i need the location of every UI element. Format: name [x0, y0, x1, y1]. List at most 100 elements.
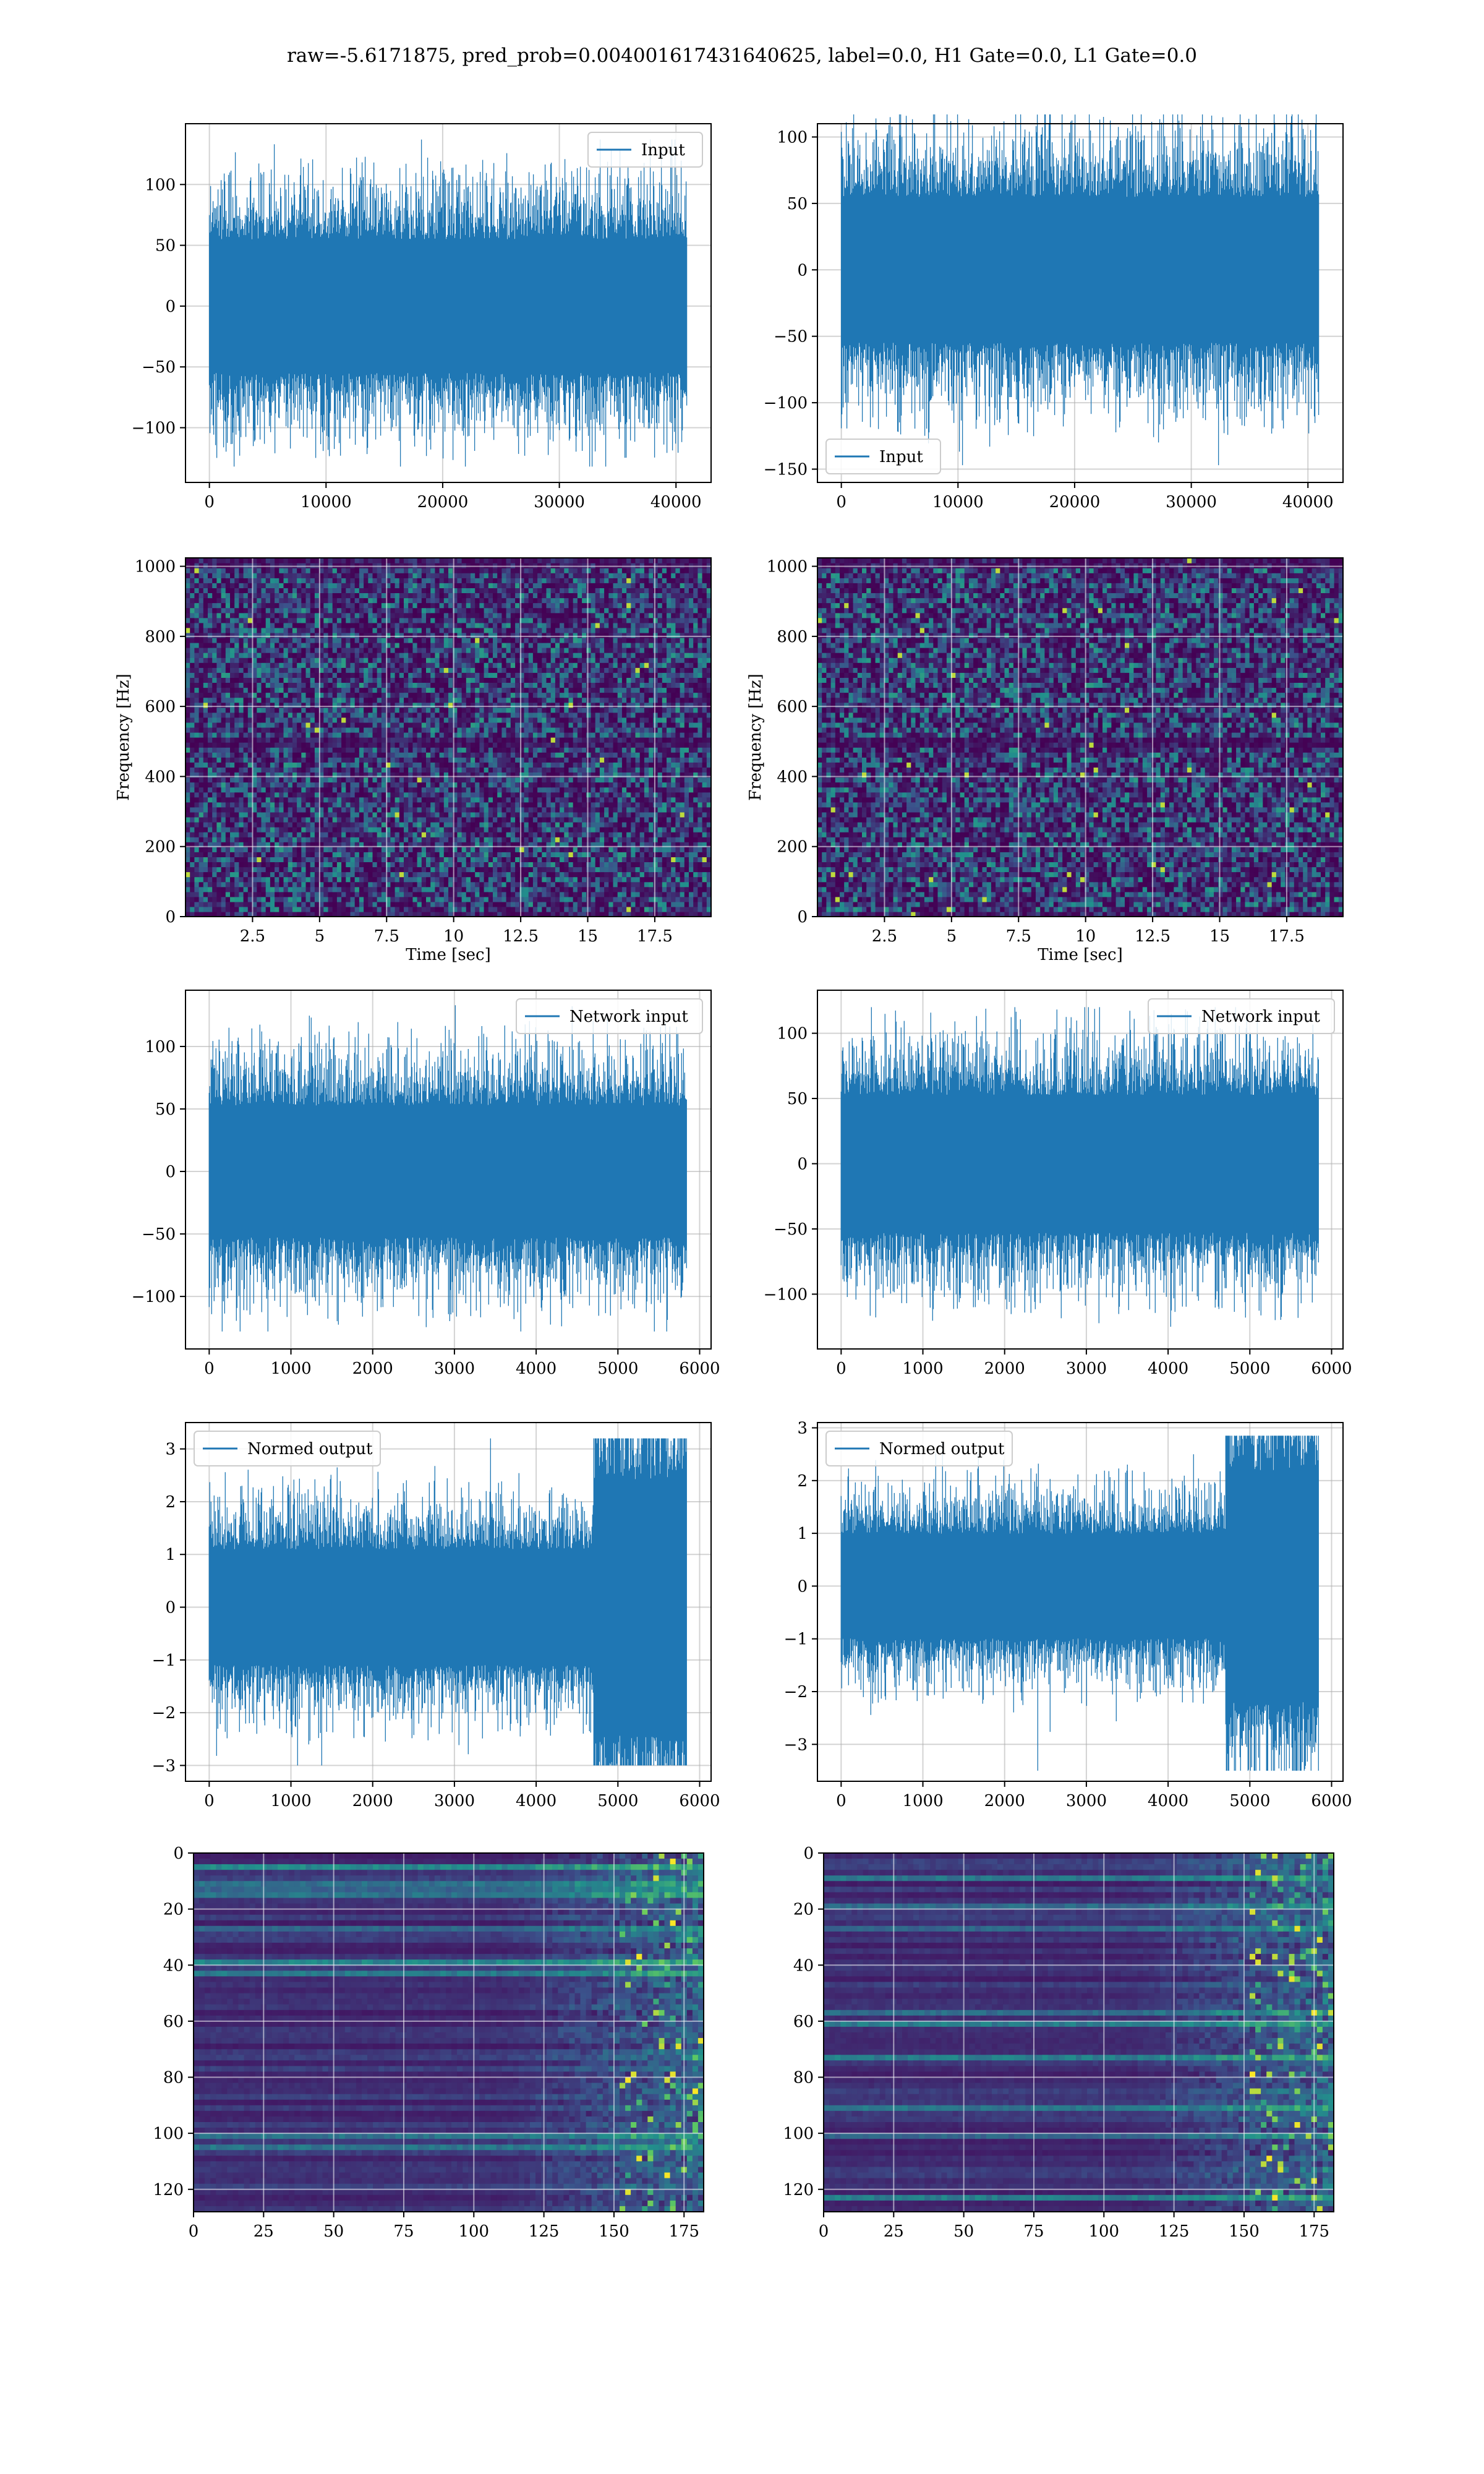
y-tick-label: 1 — [797, 1525, 808, 1543]
legend-box — [825, 1431, 1013, 1466]
x-tick-label: 100 — [1088, 2222, 1119, 2241]
x-tick-label: 10000 — [301, 493, 352, 511]
x-tick-label: 50 — [953, 2222, 974, 2241]
x-tick-label: 7.5 — [374, 927, 399, 946]
x-tick-label: 2.5 — [240, 927, 265, 946]
axes-ts-input-h1: 0 10000 20000 30000 40000 −100 −50 0 50 100 Input — [132, 123, 712, 511]
x-tick-label: 5000 — [1229, 1792, 1270, 1810]
y-tick-label: 2 — [797, 1472, 808, 1491]
x-tick-label: 5 — [947, 927, 957, 946]
y-tick-label: −100 — [764, 394, 808, 413]
axes-frame — [185, 557, 712, 917]
x-tick-label: 10000 — [932, 493, 984, 511]
x-tick-label: 30000 — [534, 493, 585, 511]
y-tick-label: 1 — [165, 1546, 176, 1564]
x-tick-label: 3000 — [434, 1792, 475, 1810]
y-tick-label: −150 — [764, 461, 808, 479]
x-tick-label: 2000 — [352, 1359, 393, 1378]
axes-feat-h1: 0 25 50 75 100 125 150 175 0 20 40 60 80 100 120 — [153, 1844, 704, 2241]
x-tick-label: 25 — [254, 2222, 274, 2241]
legend: Input — [587, 132, 703, 168]
x-tick-label: 6000 — [1311, 1359, 1352, 1378]
x-tick-label: 25 — [884, 2222, 904, 2241]
x-tick-label: 12.5 — [503, 927, 539, 946]
axes-frame — [817, 990, 1344, 1350]
y-tick-label: 100 — [783, 2125, 814, 2143]
x-tick-label: 75 — [1023, 2222, 1044, 2241]
y-tick-label: 600 — [145, 698, 176, 716]
y-tick-label: 60 — [163, 2013, 184, 2031]
x-axis-label: Time [sec] — [406, 946, 491, 964]
x-tick-label: 2.5 — [872, 927, 897, 946]
legend: Normed output — [194, 1431, 381, 1466]
axes-frame — [823, 1852, 1334, 2212]
axes-frame — [817, 557, 1344, 917]
axes-spec-l1: 2.5 5 7.5 10 12.5 15 17.5 0 200 400 600 800 1000 Time… — [746, 557, 1344, 964]
x-tick-label: 125 — [529, 2222, 560, 2241]
x-tick-label: 6000 — [679, 1359, 720, 1378]
x-tick-label: 0 — [836, 1359, 846, 1378]
series-line-input — [840, 114, 1320, 466]
axes-ts-net-l1: 0 1000 2000 3000 4000 5000 6000 −100 −50 0 50 100 Ne… — [764, 990, 1352, 1378]
x-tick-label: 2000 — [352, 1792, 393, 1810]
y-tick-label: −100 — [764, 1285, 808, 1304]
legend-box — [825, 439, 941, 474]
y-tick-label: 0 — [165, 297, 176, 316]
y-tick-label: −100 — [132, 1288, 176, 1306]
y-tick-label: 400 — [777, 768, 808, 786]
series-line-normed-output — [208, 1438, 687, 1766]
x-tick-label: 0 — [204, 1359, 215, 1378]
axes-ts-net-h1: 0 1000 2000 3000 4000 5000 6000 −100 −50 0 50 100 Ne… — [132, 990, 720, 1378]
x-tick-label: 50 — [323, 2222, 344, 2241]
x-tick-label: 75 — [393, 2222, 414, 2241]
x-tick-label: 6000 — [1311, 1792, 1352, 1810]
series-line-network-input — [208, 1005, 687, 1332]
y-tick-label: 200 — [145, 838, 176, 857]
y-tick-label: 600 — [777, 698, 808, 716]
legend-label: Input — [641, 141, 685, 160]
series-line-network-input — [840, 1007, 1319, 1327]
x-tick-label: 10 — [443, 927, 464, 946]
y-tick-label: 100 — [145, 176, 176, 194]
y-tick-label: 0 — [173, 1844, 184, 1863]
x-tick-label: 5 — [315, 927, 325, 946]
x-tick-label: 10 — [1075, 927, 1096, 946]
x-tick-label: 1000 — [902, 1792, 943, 1810]
y-tick-label: 50 — [787, 195, 808, 213]
x-tick-label: 20000 — [417, 493, 469, 511]
y-tick-label: −2 — [784, 1683, 808, 1701]
y-tick-label: 800 — [777, 628, 808, 646]
y-tick-label: −1 — [784, 1630, 808, 1649]
x-tick-label: 4000 — [516, 1359, 556, 1378]
y-tick-label: 0 — [165, 1599, 176, 1617]
axes-feat-l1: 0 25 50 75 100 125 150 175 0 20 40 60 80 100 120 — [783, 1844, 1334, 2241]
x-tick-label: 0 — [204, 1792, 215, 1810]
x-tick-label: 5000 — [597, 1792, 638, 1810]
y-tick-label: 20 — [793, 1901, 814, 1919]
y-tick-label: 100 — [777, 128, 808, 147]
y-tick-label: 800 — [145, 628, 176, 646]
y-tick-label: 40 — [793, 1956, 814, 1975]
axes-ts-norm-h1: 0 1000 2000 3000 4000 5000 6000 −3 −2 −1 0 1 2 3 Norme… — [152, 1422, 720, 1810]
legend: Input — [825, 439, 941, 474]
y-tick-label: 120 — [153, 2181, 184, 2199]
x-tick-label: 1000 — [902, 1359, 943, 1378]
x-tick-label: 7.5 — [1006, 927, 1031, 946]
y-tick-label: −50 — [142, 358, 176, 377]
legend-box — [587, 132, 703, 168]
x-tick-label: 150 — [599, 2222, 629, 2241]
axes-frame — [817, 1422, 1344, 1782]
series-line-normed-output — [840, 1436, 1319, 1771]
axes-frame — [185, 123, 712, 483]
x-tick-label: 0 — [836, 493, 846, 511]
y-axis-label: Frequency [Hz] — [114, 674, 133, 801]
y-tick-label: 2 — [165, 1493, 176, 1512]
x-tick-label: 0 — [836, 1792, 846, 1810]
legend-box — [516, 998, 703, 1034]
x-tick-label: 12.5 — [1135, 927, 1171, 946]
x-tick-label: 0 — [189, 2222, 199, 2241]
x-tick-label: 4000 — [1148, 1792, 1188, 1810]
y-tick-label: 0 — [797, 908, 808, 927]
y-tick-label: −3 — [784, 1736, 808, 1754]
